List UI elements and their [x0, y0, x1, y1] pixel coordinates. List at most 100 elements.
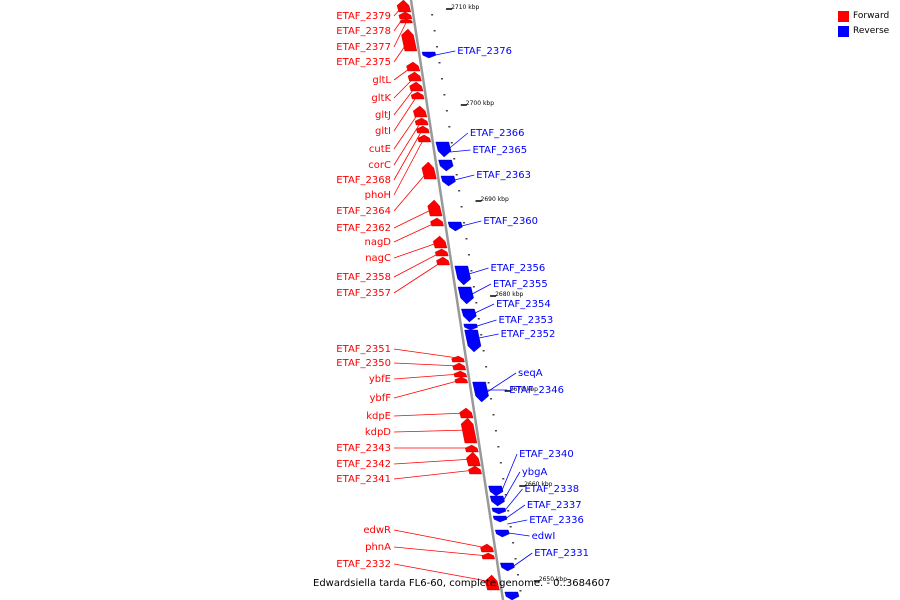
- reverse-gene-feature[interactable]: [438, 159, 454, 172]
- forward-gene-feature[interactable]: [432, 235, 448, 249]
- forward-gene-label[interactable]: gltK: [371, 93, 391, 104]
- reverse-label-leader: [506, 504, 526, 519]
- reverse-gene-feature[interactable]: [488, 485, 504, 497]
- reverse-gene-feature[interactable]: [464, 329, 482, 353]
- forward-gene-label[interactable]: ETAF_2377: [336, 42, 391, 53]
- reverse-gene-label[interactable]: ETAF_2338: [524, 484, 579, 495]
- sequence-marker: [502, 478, 505, 480]
- reverse-gene-label[interactable]: ETAF_2354: [496, 299, 551, 310]
- reverse-gene-label[interactable]: ETAF_2365: [472, 145, 527, 156]
- forward-gene-label[interactable]: ETAF_2362: [336, 223, 391, 234]
- forward-gene-label[interactable]: ETAF_2357: [336, 288, 391, 299]
- reverse-label-leader: [504, 488, 523, 511]
- forward-gene-label[interactable]: gltJ: [375, 110, 391, 121]
- forward-label-leader: [393, 94, 418, 132]
- forward-gene-feature[interactable]: [464, 444, 479, 453]
- forward-label-leader: [393, 39, 410, 63]
- sequence-marker: [487, 382, 490, 384]
- reverse-gene-label[interactable]: ETAF_2337: [527, 500, 582, 511]
- forward-gene-label[interactable]: nagC: [365, 253, 391, 264]
- forward-gene-feature[interactable]: [481, 552, 495, 560]
- reverse-gene-feature[interactable]: [472, 381, 489, 403]
- forward-gene-feature[interactable]: [407, 71, 422, 82]
- reverse-gene-label[interactable]: ETAF_2356: [491, 263, 546, 274]
- legend-reverse-label: Reverse: [853, 26, 890, 36]
- reverse-gene-feature[interactable]: [461, 308, 477, 323]
- reverse-label-leader: [461, 220, 482, 227]
- reverse-gene-label[interactable]: ETAF_2363: [476, 170, 531, 181]
- forward-gene-feature[interactable]: [484, 574, 500, 591]
- forward-gene-label[interactable]: phoH: [365, 190, 391, 201]
- forward-gene-label[interactable]: phnA: [365, 542, 391, 553]
- reverse-gene-label[interactable]: ETAF_2376: [457, 46, 512, 57]
- forward-label-leader: [393, 241, 441, 259]
- reverse-gene-feature[interactable]: [454, 265, 471, 286]
- reverse-gene-label[interactable]: ETAF_2346: [509, 385, 564, 396]
- reverse-gene-label[interactable]: ETAF_2360: [483, 216, 538, 227]
- reverse-gene-feature[interactable]: [495, 529, 510, 538]
- forward-gene-label[interactable]: gltL: [372, 75, 391, 86]
- forward-gene-feature[interactable]: [451, 355, 465, 363]
- sequence-marker: [512, 542, 515, 544]
- legend: Forward Reverse: [838, 9, 889, 39]
- reverse-gene-feature[interactable]: [457, 286, 474, 305]
- reverse-gene-label[interactable]: ETAF_2331: [534, 548, 589, 559]
- reverse-gene-label[interactable]: ETAF_2353: [499, 315, 554, 326]
- reverse-gene-label[interactable]: seqA: [518, 368, 543, 379]
- forward-gene-label[interactable]: ETAF_2343: [336, 443, 391, 454]
- sequence-marker: [477, 318, 480, 320]
- forward-gene-label[interactable]: kdpE: [366, 411, 391, 422]
- reverse-gene-feature[interactable]: [447, 221, 463, 232]
- sequence-marker: [504, 494, 507, 496]
- forward-gene-label[interactable]: ETAF_2364: [336, 206, 391, 217]
- reverse-gene-label[interactable]: ybgA: [522, 467, 548, 478]
- reverse-gene-feature[interactable]: [435, 141, 452, 158]
- forward-gene-label[interactable]: corC: [368, 160, 391, 171]
- reverse-gene-feature[interactable]: [489, 495, 505, 507]
- forward-swatch: [838, 10, 849, 22]
- reverse-gene-feature[interactable]: [463, 323, 478, 331]
- forward-gene-label[interactable]: ybfE: [369, 374, 391, 385]
- forward-gene-feature[interactable]: [399, 18, 413, 24]
- gene-labels: ETAF_2379 ETAF_2378 ETAF_2377 ETAF_2375 gltL…: [336, 11, 589, 570]
- reverse-gene-feature[interactable]: [491, 507, 507, 515]
- sequence-marker: [482, 350, 485, 352]
- forward-gene-feature[interactable]: [452, 362, 466, 371]
- scale-tick-label: 2680 kbp: [495, 291, 523, 298]
- forward-gene-label[interactable]: ETAF_2342: [336, 459, 391, 470]
- reverse-gene-label[interactable]: ETAF_2366: [470, 128, 525, 139]
- forward-gene-label[interactable]: ETAF_2375: [336, 57, 391, 68]
- forward-label-leader: [393, 362, 460, 367]
- forward-gene-label[interactable]: gltI: [375, 126, 391, 137]
- reverse-gene-feature[interactable]: [440, 175, 456, 187]
- forward-gene-label[interactable]: ETAF_2358: [336, 272, 391, 283]
- forward-gene-label[interactable]: ybfF: [369, 393, 391, 404]
- reverse-gene-feature[interactable]: [492, 515, 508, 523]
- forward-gene-label[interactable]: cutE: [369, 144, 391, 155]
- forward-gene-label[interactable]: ETAF_2379: [336, 11, 391, 22]
- forward-label-leader: [393, 379, 462, 399]
- reverse-gene-feature[interactable]: [500, 562, 515, 572]
- reverse-label-leader: [503, 471, 521, 501]
- forward-gene-feature[interactable]: [460, 417, 478, 444]
- reverse-gene-feature[interactable]: [504, 591, 520, 600]
- reverse-gene-label[interactable]: edwI: [532, 531, 556, 542]
- forward-gene-label[interactable]: nagD: [364, 237, 391, 248]
- reverse-gene-label[interactable]: ETAF_2352: [501, 329, 556, 340]
- reverse-gene-label[interactable]: ETAF_2336: [529, 515, 584, 526]
- forward-gene-label[interactable]: ETAF_2368: [336, 175, 391, 186]
- forward-gene-label[interactable]: kdpD: [365, 427, 391, 438]
- sequence-marker: [438, 62, 441, 64]
- forward-gene-label[interactable]: edwR: [363, 525, 391, 536]
- reverse-gene-feature[interactable]: [421, 51, 437, 59]
- reverse-gene-label[interactable]: ETAF_2340: [519, 449, 574, 460]
- forward-gene-label[interactable]: ETAF_2341: [336, 474, 391, 485]
- sequence-marker: [443, 94, 446, 96]
- forward-label-leader: [393, 21, 407, 48]
- forward-gene-label[interactable]: ETAF_2378: [336, 26, 391, 37]
- forward-gene-label[interactable]: ETAF_2351: [336, 344, 391, 355]
- forward-gene-feature[interactable]: [434, 248, 449, 257]
- forward-gene-label[interactable]: ETAF_2332: [336, 559, 391, 570]
- reverse-gene-label[interactable]: ETAF_2355: [493, 279, 548, 290]
- forward-gene-label[interactable]: ETAF_2350: [336, 358, 391, 369]
